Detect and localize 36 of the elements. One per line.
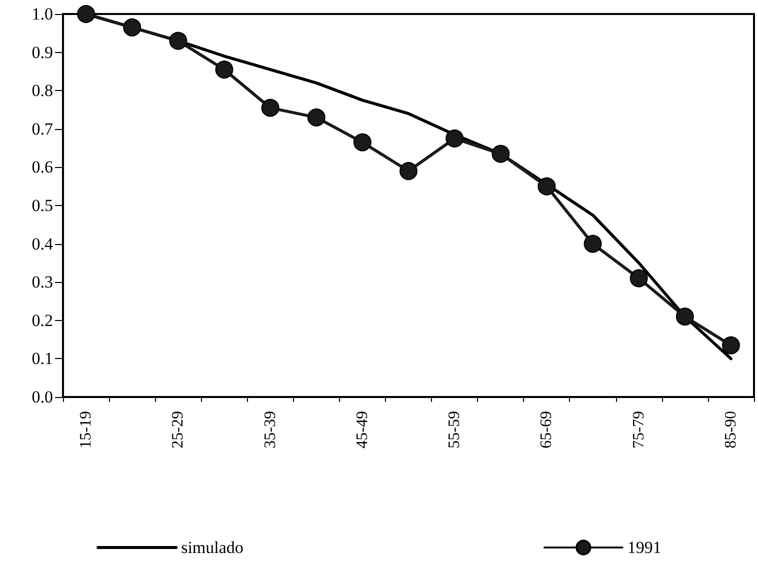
x-tick-label: 15-19 [78, 411, 95, 448]
x-tick-label: 55-59 [446, 411, 464, 448]
point [77, 5, 96, 23]
point [123, 18, 142, 36]
point [400, 162, 418, 180]
point [676, 308, 694, 326]
point [215, 60, 234, 79]
x-tick-label: 75-79 [630, 411, 648, 448]
x-tick-label: 25-29 [170, 411, 187, 448]
y-tick-label: 0.0 [32, 388, 53, 406]
y-tick-label: 0.6 [32, 158, 53, 177]
y-tick-label: 0.5 [32, 196, 53, 215]
y-tick-label: 0.3 [32, 272, 53, 292]
point [446, 129, 464, 148]
point [584, 234, 602, 253]
y-tick-label: 0.1 [32, 349, 53, 368]
point [261, 98, 280, 117]
x-tick-label: 45-49 [354, 411, 371, 448]
legend-label: 1991 [627, 538, 662, 557]
point [630, 269, 648, 288]
point [492, 144, 510, 163]
y-tick-label: 0.4 [32, 234, 54, 254]
legend-label: simulado [181, 538, 244, 557]
point [353, 133, 372, 152]
x-tick-label: 35-39 [262, 411, 279, 448]
y-tick-label: 0.9 [32, 42, 53, 62]
y-tick-label: 0.2 [32, 310, 53, 330]
x-tick-label: 85-90 [722, 411, 740, 448]
y-tick-label: 0.8 [32, 81, 53, 100]
point [722, 336, 740, 354]
y-tick-label: 1.0 [32, 4, 53, 24]
point [169, 32, 188, 50]
y-tick-label: 0.7 [32, 119, 54, 138]
point [538, 177, 556, 196]
point [307, 108, 326, 126]
x-tick-label: 65-69 [538, 411, 556, 448]
